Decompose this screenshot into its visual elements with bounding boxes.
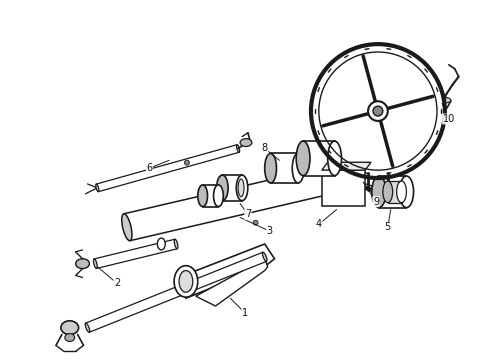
Ellipse shape [253, 220, 258, 225]
Ellipse shape [372, 176, 386, 208]
Text: 1: 1 [242, 308, 248, 318]
Polygon shape [196, 259, 268, 306]
Ellipse shape [65, 334, 74, 342]
Ellipse shape [122, 214, 132, 241]
Polygon shape [322, 170, 365, 206]
Ellipse shape [174, 266, 198, 297]
Ellipse shape [184, 160, 189, 165]
Text: 4: 4 [316, 219, 322, 229]
Ellipse shape [238, 179, 244, 197]
Text: 10: 10 [442, 114, 455, 124]
Ellipse shape [179, 271, 193, 292]
Ellipse shape [96, 184, 99, 192]
Text: 8: 8 [262, 144, 268, 153]
Ellipse shape [85, 323, 90, 332]
Ellipse shape [328, 141, 342, 176]
Ellipse shape [217, 175, 228, 201]
Polygon shape [181, 244, 274, 298]
Ellipse shape [240, 139, 252, 147]
Polygon shape [124, 165, 342, 241]
Ellipse shape [443, 98, 451, 103]
Text: 9: 9 [373, 197, 379, 207]
Ellipse shape [157, 238, 165, 250]
Ellipse shape [174, 239, 178, 249]
Ellipse shape [214, 185, 223, 207]
Ellipse shape [75, 259, 90, 269]
Polygon shape [203, 185, 219, 207]
Polygon shape [303, 141, 335, 176]
Text: 7: 7 [245, 210, 251, 220]
Ellipse shape [61, 321, 78, 334]
Ellipse shape [333, 165, 343, 192]
Polygon shape [96, 145, 239, 192]
Ellipse shape [383, 181, 392, 203]
Ellipse shape [399, 176, 414, 208]
Polygon shape [270, 153, 298, 183]
Ellipse shape [292, 153, 304, 183]
Ellipse shape [263, 252, 267, 261]
Ellipse shape [236, 175, 248, 201]
Text: 5: 5 [385, 222, 391, 232]
Ellipse shape [237, 145, 240, 152]
Ellipse shape [198, 185, 208, 207]
Polygon shape [379, 176, 407, 208]
Text: 6: 6 [147, 163, 152, 173]
Circle shape [368, 101, 388, 121]
Polygon shape [322, 162, 371, 170]
Ellipse shape [397, 181, 406, 203]
Polygon shape [94, 239, 177, 269]
Polygon shape [222, 175, 242, 201]
Ellipse shape [94, 259, 97, 269]
Text: 2: 2 [114, 278, 120, 288]
Polygon shape [388, 181, 401, 203]
Ellipse shape [265, 153, 276, 183]
Ellipse shape [296, 141, 310, 176]
Text: 3: 3 [267, 226, 272, 236]
Polygon shape [86, 252, 267, 332]
Circle shape [373, 106, 383, 116]
